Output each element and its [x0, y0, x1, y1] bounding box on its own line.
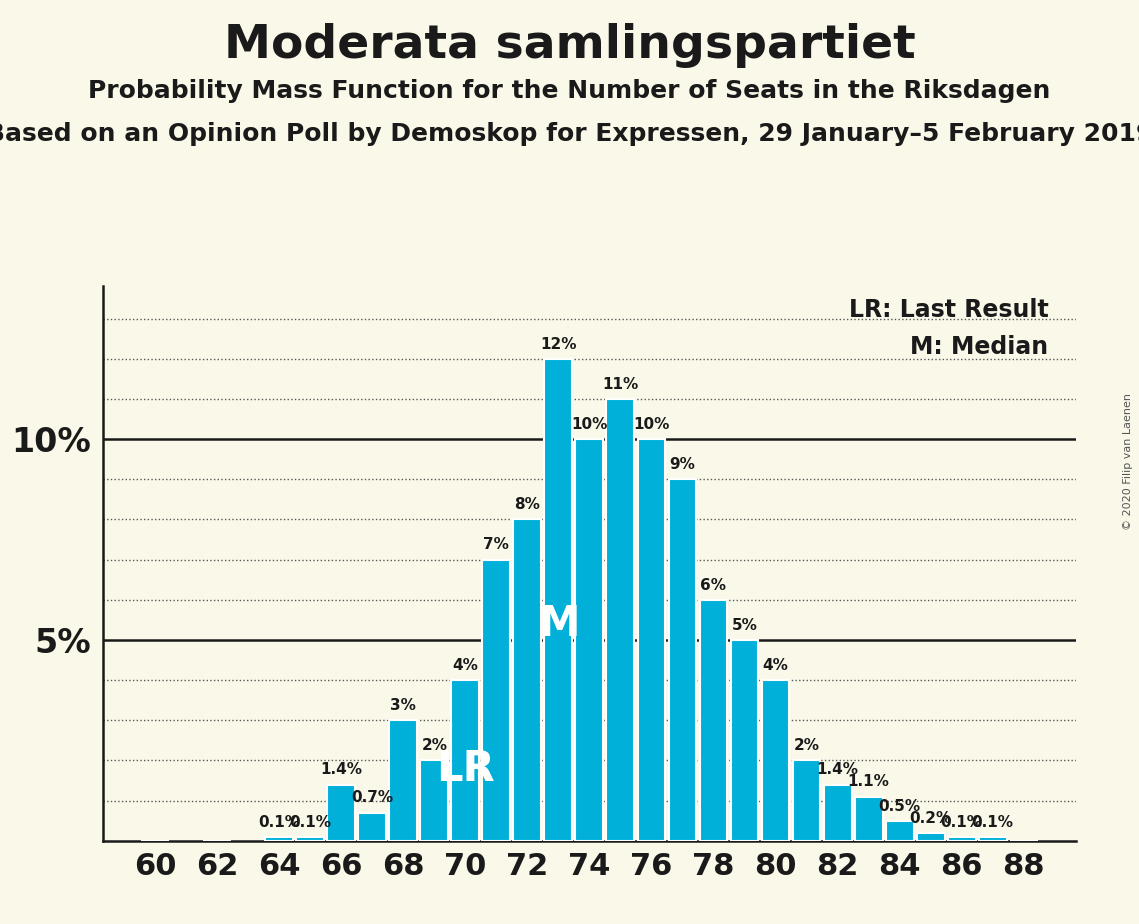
Bar: [359, 813, 386, 841]
Text: 11%: 11%: [603, 377, 639, 392]
Text: 0.5%: 0.5%: [878, 798, 920, 813]
Text: 3%: 3%: [391, 699, 416, 713]
Bar: [669, 480, 696, 841]
Bar: [793, 760, 820, 841]
Bar: [544, 359, 573, 841]
Text: 2%: 2%: [794, 738, 820, 753]
Text: 10%: 10%: [633, 417, 670, 432]
Text: 0.1%: 0.1%: [941, 815, 983, 830]
Bar: [390, 721, 417, 841]
Text: 0.2%: 0.2%: [909, 810, 952, 825]
Text: 7%: 7%: [483, 538, 509, 553]
Text: 0.1%: 0.1%: [289, 815, 331, 830]
Text: M: Median: M: Median: [910, 334, 1048, 359]
Text: 0.1%: 0.1%: [972, 815, 1014, 830]
Bar: [638, 439, 665, 841]
Text: 0.7%: 0.7%: [351, 791, 393, 806]
Bar: [451, 680, 480, 841]
Text: 5%: 5%: [731, 618, 757, 633]
Text: 8%: 8%: [515, 497, 540, 512]
Text: 6%: 6%: [700, 578, 727, 592]
Bar: [823, 784, 852, 841]
Bar: [762, 680, 789, 841]
Text: LR: Last Result: LR: Last Result: [849, 298, 1048, 322]
Bar: [514, 519, 541, 841]
Text: 1.4%: 1.4%: [320, 762, 362, 777]
Bar: [854, 796, 883, 841]
Bar: [699, 600, 728, 841]
Text: 9%: 9%: [670, 457, 696, 472]
Bar: [327, 784, 355, 841]
Bar: [575, 439, 604, 841]
Text: 2%: 2%: [421, 738, 448, 753]
Text: Moderata samlingspartiet: Moderata samlingspartiet: [223, 23, 916, 68]
Bar: [420, 760, 449, 841]
Text: Probability Mass Function for the Number of Seats in the Riksdagen: Probability Mass Function for the Number…: [89, 79, 1050, 103]
Bar: [296, 837, 325, 841]
Bar: [948, 837, 976, 841]
Text: 0.1%: 0.1%: [259, 815, 301, 830]
Bar: [483, 560, 510, 841]
Text: 1.4%: 1.4%: [817, 762, 859, 777]
Text: 12%: 12%: [540, 336, 576, 351]
Bar: [265, 837, 293, 841]
Text: LR: LR: [436, 748, 494, 789]
Text: © 2020 Filip van Laenen: © 2020 Filip van Laenen: [1123, 394, 1133, 530]
Text: Based on an Opinion Poll by Demoskop for Expressen, 29 January–5 February 2019: Based on an Opinion Poll by Demoskop for…: [0, 122, 1139, 146]
Bar: [978, 837, 1007, 841]
Text: 4%: 4%: [763, 658, 788, 673]
Text: M: M: [538, 602, 579, 645]
Bar: [886, 821, 913, 841]
Bar: [606, 399, 634, 841]
Bar: [917, 833, 944, 841]
Bar: [730, 640, 759, 841]
Text: 10%: 10%: [572, 417, 607, 432]
Text: 4%: 4%: [452, 658, 478, 673]
Text: 1.1%: 1.1%: [847, 774, 890, 789]
